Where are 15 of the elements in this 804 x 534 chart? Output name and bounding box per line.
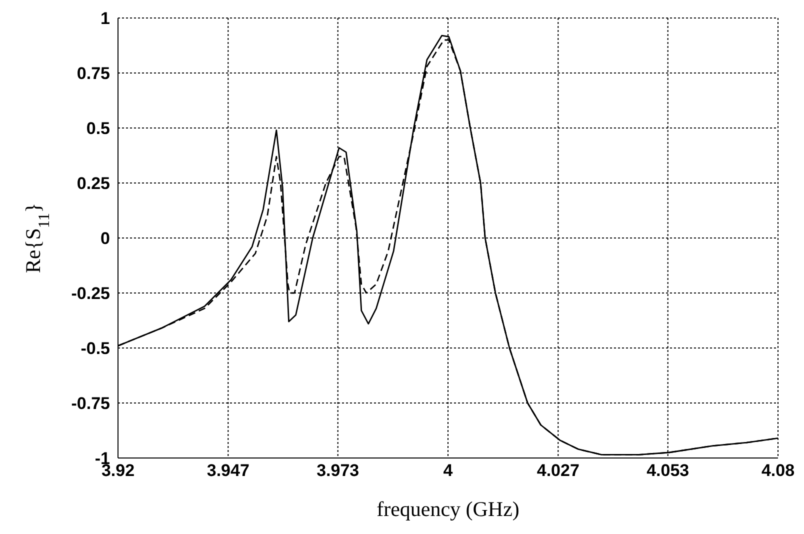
y-tick-label: 0.5 [86, 119, 110, 138]
y-tick-label: 0 [100, 229, 110, 248]
y-tick-label: 0.25 [76, 174, 110, 194]
x-tick-label: 3.947 [206, 461, 250, 480]
x-tick-label: 4.027 [536, 461, 580, 480]
x-tick-label: 3.973 [316, 461, 360, 480]
y-tick-label: -0.25 [71, 284, 110, 304]
y-tick-label: 0.75 [76, 64, 110, 84]
y-tick-label: -0.5 [80, 339, 110, 358]
x-axis-title: frequency (GHz) [376, 497, 520, 521]
x-tick-label: 4 [443, 461, 454, 480]
x-tick-label: 4.08 [761, 461, 795, 480]
y-tick-label: -0.75 [71, 394, 110, 414]
x-tick-label: 4.053 [646, 461, 690, 480]
y-tick-label: 1 [100, 9, 110, 28]
